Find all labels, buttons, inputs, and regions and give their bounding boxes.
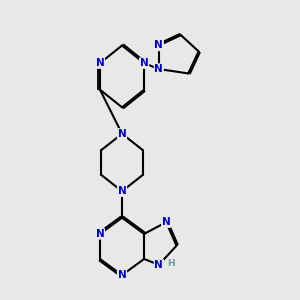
- Text: N: N: [140, 58, 148, 68]
- Text: H: H: [167, 259, 175, 268]
- Text: N: N: [154, 40, 163, 50]
- Text: N: N: [162, 217, 171, 227]
- Text: N: N: [118, 186, 126, 196]
- Text: N: N: [118, 270, 126, 280]
- Text: N: N: [154, 260, 163, 270]
- Text: N: N: [96, 229, 104, 239]
- Text: N: N: [118, 129, 126, 139]
- Text: N: N: [154, 64, 163, 74]
- Text: N: N: [96, 58, 104, 68]
